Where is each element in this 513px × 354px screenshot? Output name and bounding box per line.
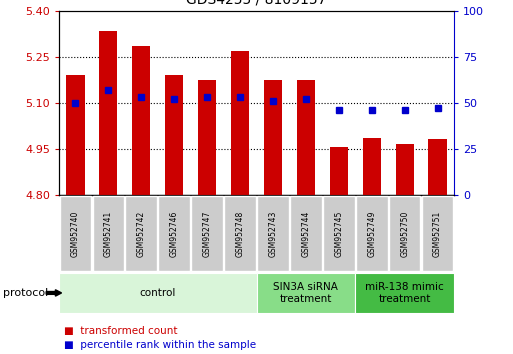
Bar — [100, 30, 117, 195]
Bar — [264, 80, 282, 195]
Bar — [159, 196, 190, 271]
Text: GSM952749: GSM952749 — [367, 210, 376, 257]
Text: GSM952743: GSM952743 — [268, 210, 278, 257]
Text: ■  transformed count: ■ transformed count — [64, 326, 177, 336]
Bar — [330, 147, 348, 195]
Bar — [363, 138, 381, 195]
Bar — [422, 196, 453, 271]
Bar — [396, 144, 413, 195]
Text: GSM952741: GSM952741 — [104, 211, 113, 257]
Text: GSM952747: GSM952747 — [203, 210, 212, 257]
Bar — [428, 139, 447, 195]
Text: ■  percentile rank within the sample: ■ percentile rank within the sample — [64, 340, 256, 350]
Bar — [198, 80, 216, 195]
Bar — [231, 51, 249, 195]
Text: SIN3A siRNA
treatment: SIN3A siRNA treatment — [273, 282, 338, 304]
Text: GSM952745: GSM952745 — [334, 210, 343, 257]
Text: control: control — [140, 288, 176, 298]
Text: GSM952748: GSM952748 — [235, 211, 245, 257]
Text: protocol: protocol — [3, 288, 48, 298]
Bar — [290, 196, 322, 271]
Title: GDS4255 / 8109157: GDS4255 / 8109157 — [186, 0, 327, 7]
Text: GSM952751: GSM952751 — [433, 211, 442, 257]
Text: GSM952742: GSM952742 — [137, 211, 146, 257]
Bar — [389, 196, 421, 271]
Text: GSM952750: GSM952750 — [400, 210, 409, 257]
Bar — [256, 273, 355, 313]
Text: GSM952746: GSM952746 — [170, 210, 179, 257]
Text: miR-138 mimic
treatment: miR-138 mimic treatment — [365, 282, 444, 304]
Bar — [297, 80, 315, 195]
Bar — [126, 196, 157, 271]
Bar — [355, 273, 454, 313]
Bar — [132, 46, 150, 195]
Bar — [165, 75, 183, 195]
Bar — [66, 75, 85, 195]
Bar — [60, 196, 91, 271]
Bar — [356, 196, 387, 271]
Text: GSM952740: GSM952740 — [71, 210, 80, 257]
Bar — [257, 196, 289, 271]
Bar — [224, 196, 256, 271]
Bar — [92, 196, 124, 271]
Bar — [323, 196, 354, 271]
Bar — [191, 196, 223, 271]
Text: GSM952744: GSM952744 — [301, 210, 310, 257]
Bar — [59, 273, 256, 313]
